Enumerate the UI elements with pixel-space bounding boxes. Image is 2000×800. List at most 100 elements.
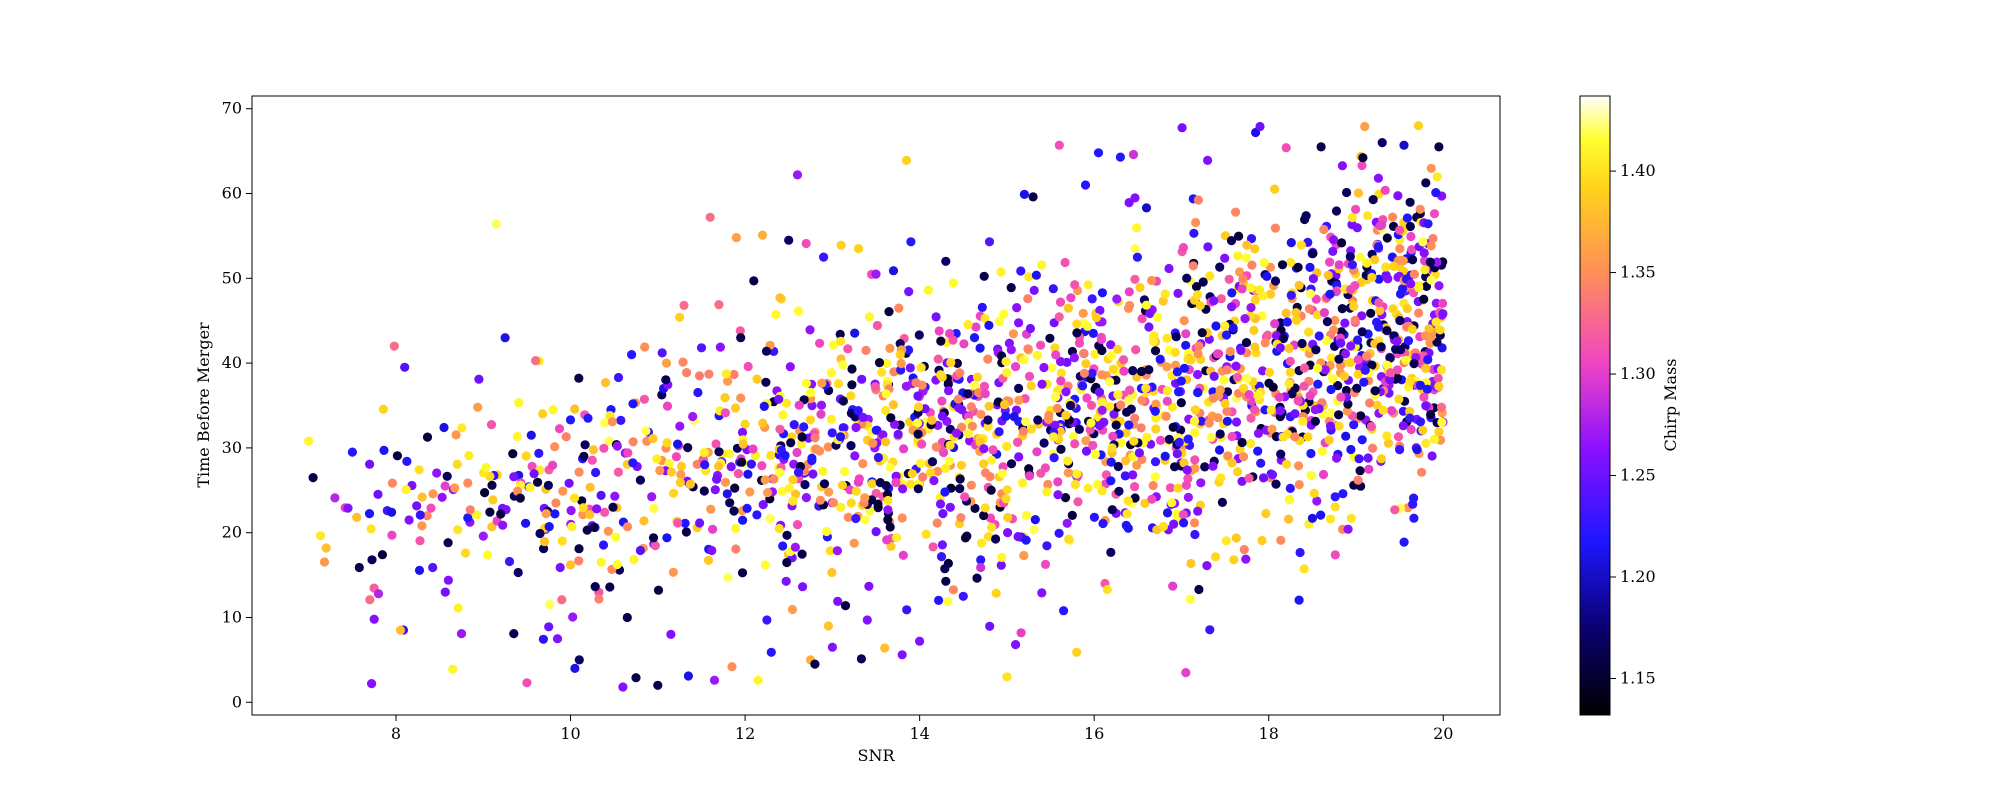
scatter-point [1223,451,1233,461]
scatter-point [1055,356,1066,367]
scatter-point [1276,535,1286,545]
scatter-point [1014,318,1024,328]
scatter-point [857,374,867,384]
scatter-point [918,472,928,482]
scatter-point [837,480,848,490]
scatter-point [818,466,828,476]
scatter-point [991,534,1001,544]
scatter-point [1182,273,1192,283]
scatter-point [882,535,892,545]
scatter-point [412,501,422,511]
y-axis: 0 10 20 30 40 50 60 70 [222,99,252,711]
scatter-point [881,437,891,447]
scatter-point [794,400,804,410]
scatter-point [1319,308,1329,318]
scatter-point [759,401,769,411]
scatter-point [1082,393,1092,403]
scatter-point [1167,498,1177,508]
scatter-point [862,615,872,625]
scatter-point [1217,497,1227,507]
scatter-point [443,575,453,585]
scatter-point [970,503,980,513]
scatter-point [1009,412,1019,422]
scatter-point [760,560,771,570]
scatter-point [512,486,523,496]
scatter-point [1343,399,1353,409]
scatter-point [888,400,899,410]
scatter-point [1307,513,1317,523]
scatter-point [1174,437,1184,447]
scatter-point [392,451,402,461]
scatter-point [1113,390,1123,400]
scatter-point [1037,588,1047,598]
scatter-point [1355,466,1365,476]
scatter-point [1079,348,1089,358]
scatter-point [1130,493,1140,503]
scatter-point [1334,421,1344,431]
scatter-point [793,306,804,316]
scatter-point [1083,483,1093,493]
y-tick-label: 70 [222,99,242,118]
scatter-point [1395,316,1405,326]
scatter-point [1353,335,1363,345]
scatter-point [557,536,567,546]
scatter-point [730,483,740,493]
scatter-point [496,509,506,519]
scatter-point [796,439,807,449]
scatter-point [1191,282,1202,292]
scatter-point [1072,647,1082,657]
scatter-point [1002,441,1012,451]
scatter-point [569,493,580,503]
scatter-point [548,460,558,470]
scatter-point [488,495,498,505]
scatter-point [784,235,794,245]
scatter-point [1182,465,1192,475]
scatter-point [835,329,845,339]
scatter-point [1244,390,1254,400]
scatter-point [648,533,659,543]
scatter-point [1409,359,1419,369]
scatter-point [1321,335,1331,346]
scatter-point [653,680,663,690]
scatter-point [557,595,567,605]
scatter-point [785,362,795,372]
scatter-point [1109,409,1119,419]
scatter-point [603,526,613,536]
scatter-point [1040,559,1051,570]
scatter-point [971,322,981,332]
scatter-point [1121,428,1131,438]
scatter-point [1002,485,1012,495]
scatter-point [792,170,803,180]
scatter-point [1056,376,1066,386]
scatter-point [1320,365,1330,375]
scatter-point [366,524,376,534]
scatter-point [851,486,861,496]
scatter-point [1261,508,1271,519]
scatter-point [781,576,791,586]
scatter-point [1073,497,1083,507]
scatter-point [1436,365,1447,375]
scatter-point [1234,231,1244,241]
scatter-point [1216,294,1226,304]
scatter-point [1293,262,1303,272]
scatter-point [1026,424,1036,434]
scatter-point [743,361,753,372]
scatter-point [782,530,792,540]
scatter-point [1002,368,1012,378]
scatter-point [1193,369,1203,380]
scatter-point [680,518,690,528]
scatter-point [1350,315,1360,325]
scatter-point [1160,451,1170,461]
scatter-point [1357,435,1367,445]
scatter-point [975,343,985,353]
scatter-point [400,362,410,372]
scatter-point [877,367,887,377]
scatter-point [893,429,903,439]
scatter-point [1352,223,1362,233]
scatter-point [1097,397,1107,407]
scatter-point [985,513,996,523]
scatter-point [544,622,554,632]
scatter-point [694,371,705,381]
scatter-point [1148,336,1158,346]
scatter-point [1267,424,1277,434]
